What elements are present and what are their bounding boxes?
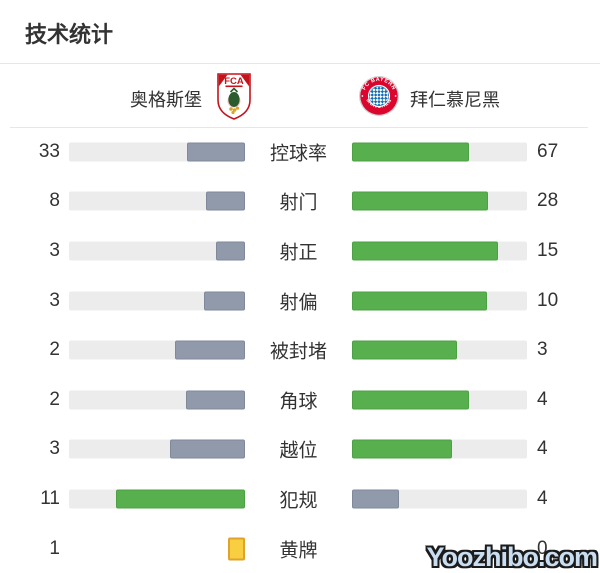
- home-stat-bar: [69, 340, 245, 360]
- stat-label: 角球: [279, 391, 318, 413]
- away-bar-fill: [352, 439, 452, 459]
- away-team-name: 拜仁慕尼黑: [410, 89, 500, 110]
- home-bar-track: [69, 241, 245, 261]
- augsburg-crest-icon: FCA: [217, 72, 251, 125]
- stat-home-value: 11: [40, 487, 60, 509]
- away-bar-fill: [352, 390, 469, 410]
- away-bar-fill: [352, 489, 399, 509]
- home-stat-bar: [69, 439, 245, 459]
- home-stat-bar: [69, 537, 245, 561]
- stat-away-value: 4: [537, 438, 548, 460]
- stat-label: 越位: [279, 440, 318, 462]
- stat-label: 犯规: [279, 490, 318, 512]
- stat-away-value: 28: [537, 190, 559, 212]
- stat-home-value: 3: [49, 239, 60, 261]
- home-bar-fill: [205, 191, 245, 211]
- stat-row: 11 犯规 4: [0, 474, 600, 524]
- stat-label: 被封堵: [269, 341, 327, 363]
- home-bar-fill: [186, 390, 245, 410]
- svg-text:FCA: FCA: [224, 76, 244, 87]
- stat-away-value: 3: [537, 339, 548, 361]
- stat-row: 3 越位 4: [0, 425, 600, 475]
- stat-label: 控球率: [269, 143, 327, 165]
- home-bar-fill: [186, 142, 245, 162]
- team-header-home: 奥格斯堡 FCA: [130, 63, 251, 127]
- stat-home-value: 8: [49, 190, 60, 212]
- away-stat-bar: [352, 191, 527, 211]
- away-stat-bar: [352, 489, 527, 509]
- home-stat-bar: [69, 191, 245, 211]
- stat-home-value: 33: [38, 140, 60, 162]
- stat-away-value: 67: [537, 140, 559, 162]
- home-bar-fill: [115, 489, 245, 509]
- away-stat-bar: [352, 390, 527, 410]
- away-stat-bar: [352, 340, 527, 360]
- home-bar-fill: [169, 439, 245, 459]
- home-bar-fill: [174, 340, 245, 360]
- stat-home-value: 3: [49, 289, 60, 311]
- away-bar-fill: [352, 241, 498, 261]
- away-stat-bar: [352, 439, 527, 459]
- home-bar-fill: [204, 291, 245, 311]
- stat-home-value: 2: [49, 339, 60, 361]
- stat-home-value: 3: [49, 438, 60, 460]
- home-stat-bar: [69, 241, 245, 261]
- away-bar-fill: [352, 142, 470, 162]
- stat-row: 3 射偏 10: [0, 276, 600, 326]
- stat-away-value: 15: [537, 239, 559, 261]
- home-stat-bar: [69, 489, 245, 509]
- away-bar-fill: [352, 291, 487, 311]
- stat-row: 1 黄牌 0: [0, 524, 600, 573]
- home-team-name: 奥格斯堡: [130, 89, 202, 110]
- stat-label: 射偏: [279, 292, 318, 314]
- page-title: 技术统计: [25, 22, 114, 47]
- stat-away-value: 4: [537, 487, 548, 509]
- away-stat-bar: [352, 291, 527, 311]
- header-divider: [0, 63, 600, 64]
- stat-label: 射正: [279, 242, 318, 264]
- home-bar-track: [69, 291, 245, 311]
- home-stat-bar: [69, 390, 245, 410]
- home-stat-bar: [69, 291, 245, 311]
- stat-away-value: 10: [537, 289, 559, 311]
- home-stat-bar: [69, 142, 245, 162]
- stat-away-value: 4: [537, 388, 548, 410]
- stat-away-value: 0: [537, 537, 548, 559]
- watermark: Yoozhibo.com: [426, 542, 598, 572]
- stat-row: 3 射正 15: [0, 226, 600, 276]
- away-stat-bar: [352, 142, 527, 162]
- stat-row: 8 射门 28: [0, 177, 600, 227]
- home-bar-fill: [215, 241, 245, 261]
- stats-list: 33 控球率 67 8 射门 28 3 射正: [0, 127, 600, 573]
- away-bar-fill: [352, 191, 489, 211]
- stat-label: 射门: [279, 192, 318, 214]
- bayern-crest-icon: FC BAYERN MÜNCHEN: [358, 75, 400, 122]
- away-stat-bar: [352, 241, 527, 261]
- stat-home-value: 2: [49, 388, 60, 410]
- stat-home-value: 1: [49, 537, 60, 559]
- stat-row: 33 控球率 67: [0, 127, 600, 177]
- stat-label: 黄牌: [279, 540, 318, 562]
- home-bar-track: [69, 191, 245, 211]
- away-bar-fill: [352, 340, 457, 360]
- team-header-away: FC BAYERN MÜNCHEN 拜仁慕尼黑: [358, 63, 500, 127]
- yellow-card-icon: [228, 537, 245, 561]
- stat-row: 2 被封堵 3: [0, 325, 600, 375]
- stat-row: 2 角球 4: [0, 375, 600, 425]
- table-divider: [10, 127, 588, 128]
